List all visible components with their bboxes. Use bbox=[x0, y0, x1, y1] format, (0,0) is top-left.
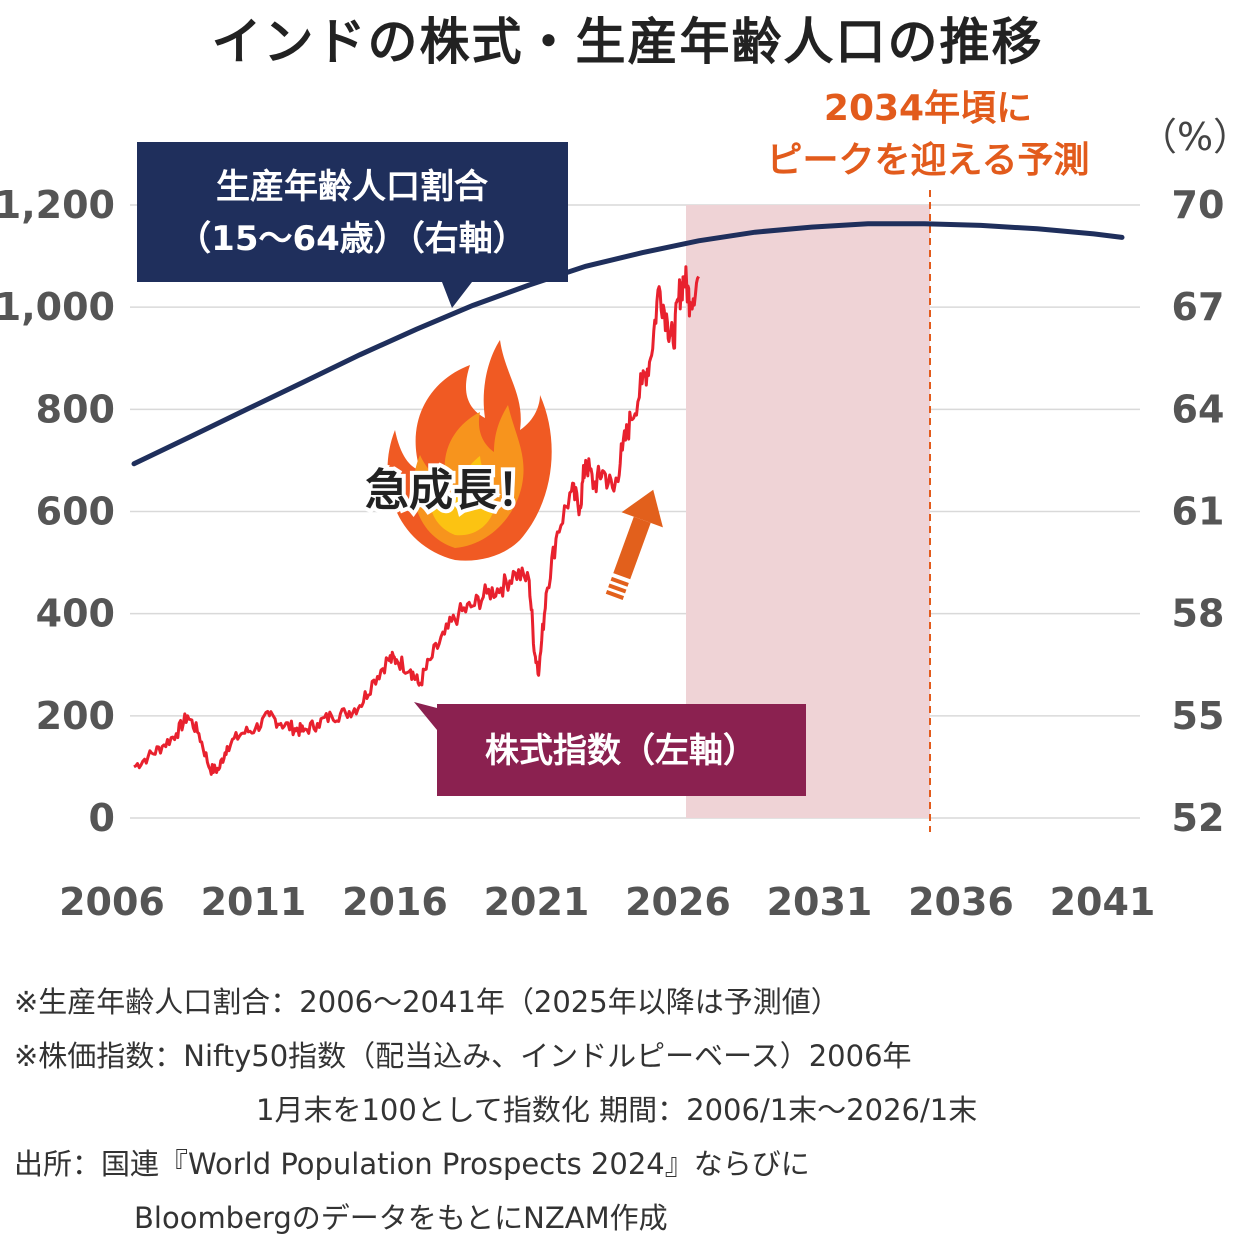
x-tick-label: 2036 bbox=[908, 880, 1014, 924]
footnote-stock-index: ※株価指数：Nifty50指数（配当込み、インドルピーベース）2006年 bbox=[14, 1039, 912, 1073]
population-series-label: 生産年齢人口割合 （15〜64歳）（右軸） bbox=[137, 142, 568, 308]
footnote-source-cont: BloombergのデータをもとにNZAM作成 bbox=[134, 1201, 668, 1235]
stock-index-line bbox=[133, 265, 700, 776]
y-right-tick-label: 61 bbox=[1172, 490, 1225, 534]
population-label-line1: 生産年齢人口割合 bbox=[216, 167, 488, 207]
y-left-tick-label: 200 bbox=[36, 694, 115, 738]
x-axis: 2006 2011 2016 2021 2026 2031 2036 2041 bbox=[59, 880, 1155, 924]
x-tick-label: 2041 bbox=[1050, 880, 1156, 924]
x-tick-label: 2031 bbox=[767, 880, 873, 924]
x-tick-label: 2016 bbox=[342, 880, 448, 924]
y-right-tick-label: 52 bbox=[1172, 796, 1225, 840]
footnote-stock-index-cont: 1月末を100として指数化 期間：2006/1末〜2026/1末 bbox=[256, 1093, 978, 1127]
chart: 0 200 400 600 800 1,000 1,200 52 55 58 61 64 67 70 2… bbox=[0, 88, 1251, 924]
y-axis-right: 52 55 58 61 64 67 70 bbox=[1172, 183, 1225, 840]
y-left-tick-label: 600 bbox=[36, 490, 115, 534]
rapid-growth-text: 急成長！ bbox=[365, 465, 541, 516]
footnotes: ※生産年齢人口割合：2006〜2041年（2025年以降は予測値） ※株価指数：… bbox=[14, 975, 1249, 1245]
x-tick-label: 2006 bbox=[59, 880, 165, 924]
peak-annotation-line1: 2034年頃に bbox=[824, 88, 1032, 129]
stock-label-text: 株式指数（左軸） bbox=[485, 731, 757, 771]
footnote-population: ※生産年齢人口割合：2006〜2041年（2025年以降は予測値） bbox=[14, 985, 840, 1019]
peak-annotation-line2: ピークを迎える予測 bbox=[767, 140, 1090, 181]
x-tick-label: 2011 bbox=[201, 880, 307, 924]
y-right-tick-label: 67 bbox=[1172, 285, 1225, 329]
y-axis-left: 0 200 400 600 800 1,000 1,200 bbox=[0, 183, 115, 840]
y-right-tick-label: 64 bbox=[1172, 387, 1225, 431]
arrow-up-icon bbox=[605, 489, 663, 600]
x-tick-label: 2021 bbox=[484, 880, 590, 924]
y-left-tick-label: 400 bbox=[36, 592, 115, 636]
working-age-population-line bbox=[131, 221, 1125, 467]
population-label-line2: （15〜64歳）（右軸） bbox=[177, 219, 527, 259]
y-left-tick-label: 0 bbox=[89, 796, 115, 840]
y-left-tick-label: 1,200 bbox=[0, 183, 115, 227]
x-tick-label: 2026 bbox=[625, 880, 731, 924]
y-right-tick-label: 55 bbox=[1172, 694, 1225, 738]
y-right-tick-label: 58 bbox=[1172, 592, 1225, 636]
right-axis-unit: （%） bbox=[1139, 115, 1251, 159]
stock-series-label: 株式指数（左軸） bbox=[414, 702, 806, 796]
footnote-source: 出所：国連『World Population Prospects 2024』なら… bbox=[14, 1147, 810, 1181]
y-left-tick-label: 1,000 bbox=[0, 285, 115, 329]
y-left-tick-label: 800 bbox=[36, 387, 115, 431]
y-right-tick-label: 70 bbox=[1172, 183, 1225, 227]
chart-title: インドの株式・生産年齢人口の推移 bbox=[211, 13, 1044, 71]
flame-icon bbox=[387, 340, 552, 561]
